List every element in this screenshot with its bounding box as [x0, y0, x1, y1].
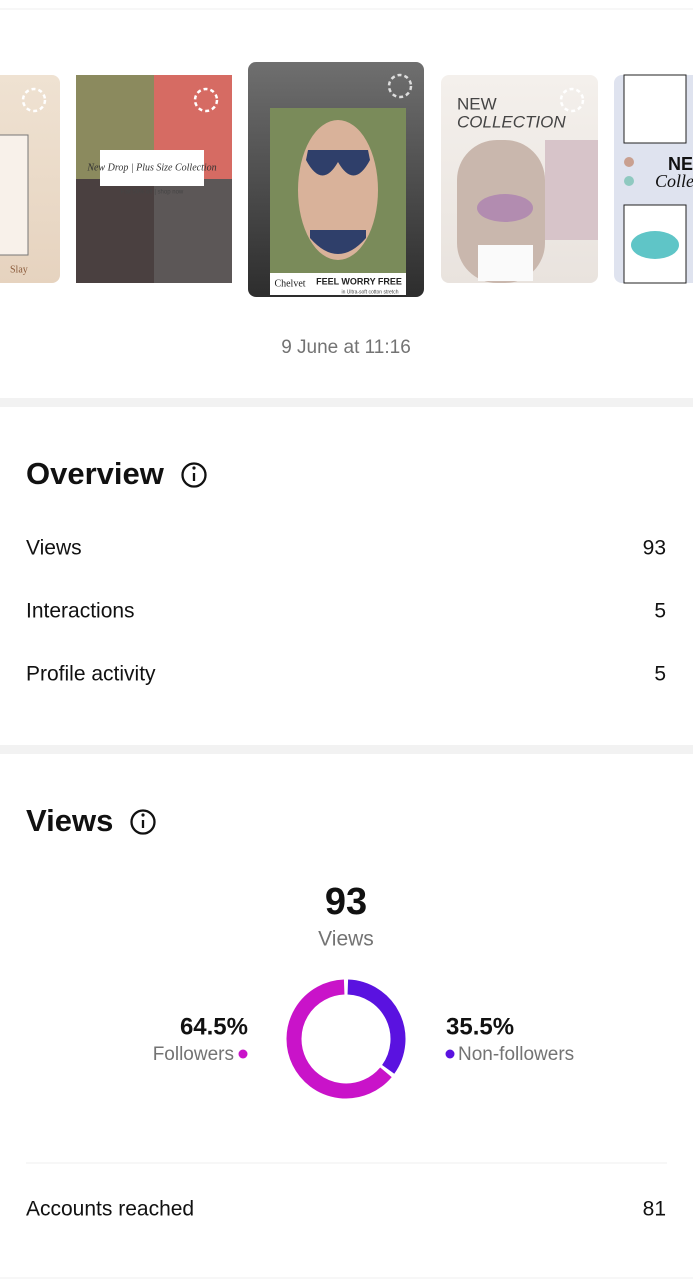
thumbnail-text: Slay: [10, 264, 28, 275]
section-divider: [0, 745, 693, 754]
info-icon[interactable]: [181, 462, 207, 488]
row-label: Accounts reached: [26, 1198, 194, 1221]
thumbnail[interactable]: New Drop | Plus Size Collection Flat 50%…: [76, 75, 232, 283]
value-label: 64.5%: [180, 1013, 248, 1040]
donut-segment: [347, 979, 406, 1074]
thumbnail-text: New Drop | Plus Size Collection: [86, 162, 216, 173]
legend-label: Followers: [153, 1044, 234, 1065]
donut-segment: [286, 979, 392, 1099]
row-label: Interactions: [26, 600, 135, 623]
info-icon[interactable]: [130, 809, 156, 835]
views-total: 93: [325, 881, 367, 923]
views-total-label: Views: [318, 928, 374, 951]
thumbnail-text: NE: [668, 154, 693, 174]
thumbnail-subtext: Colle: [655, 171, 693, 191]
section-title: Overview: [26, 456, 165, 491]
footer-list: Accounts reached 81: [26, 1198, 666, 1221]
section-title: Views: [26, 803, 113, 838]
thumbnail[interactable]: NEW COLLECTION: [441, 75, 598, 283]
row-label: Profile activity: [26, 663, 156, 686]
thumbnail-text: FEEL WORRY FREE: [316, 276, 402, 286]
thumbnail[interactable]: NE Colle: [614, 74, 693, 284]
legend-dot: [238, 1049, 248, 1059]
legend-label: Non-followers: [458, 1044, 574, 1065]
row-value: 5: [654, 663, 666, 686]
thumbnail-subtext: in Ultra-soft cotton stretch: [342, 289, 399, 295]
thumbnail-text: NEW: [457, 94, 497, 113]
post-date: 9 June at 11:16: [281, 337, 411, 358]
row-value: 93: [643, 537, 666, 560]
value-label: 35.5%: [446, 1013, 514, 1040]
donut-chart: 64.5% Followers 35.5% Non-followers: [153, 979, 574, 1099]
thumbnail[interactable]: Chelvet FEEL WORRY FREE in Ultra-soft co…: [248, 62, 424, 297]
legend-dot: [445, 1049, 455, 1059]
thumbnail-brand: Chelvet: [274, 278, 305, 289]
section-divider: [0, 398, 693, 407]
thumbnail-subtext: COLLECTION: [457, 112, 566, 131]
thumbnail-subtext: Flat 50% off | shop now: [121, 190, 184, 196]
thumbnail[interactable]: Slay: [0, 75, 60, 283]
row-value: 5: [654, 600, 666, 623]
row-value: 81: [643, 1198, 666, 1221]
row-label: Views: [26, 537, 82, 560]
overview-list: Views 93 Interactions 5 Profile activity 5: [26, 537, 666, 686]
